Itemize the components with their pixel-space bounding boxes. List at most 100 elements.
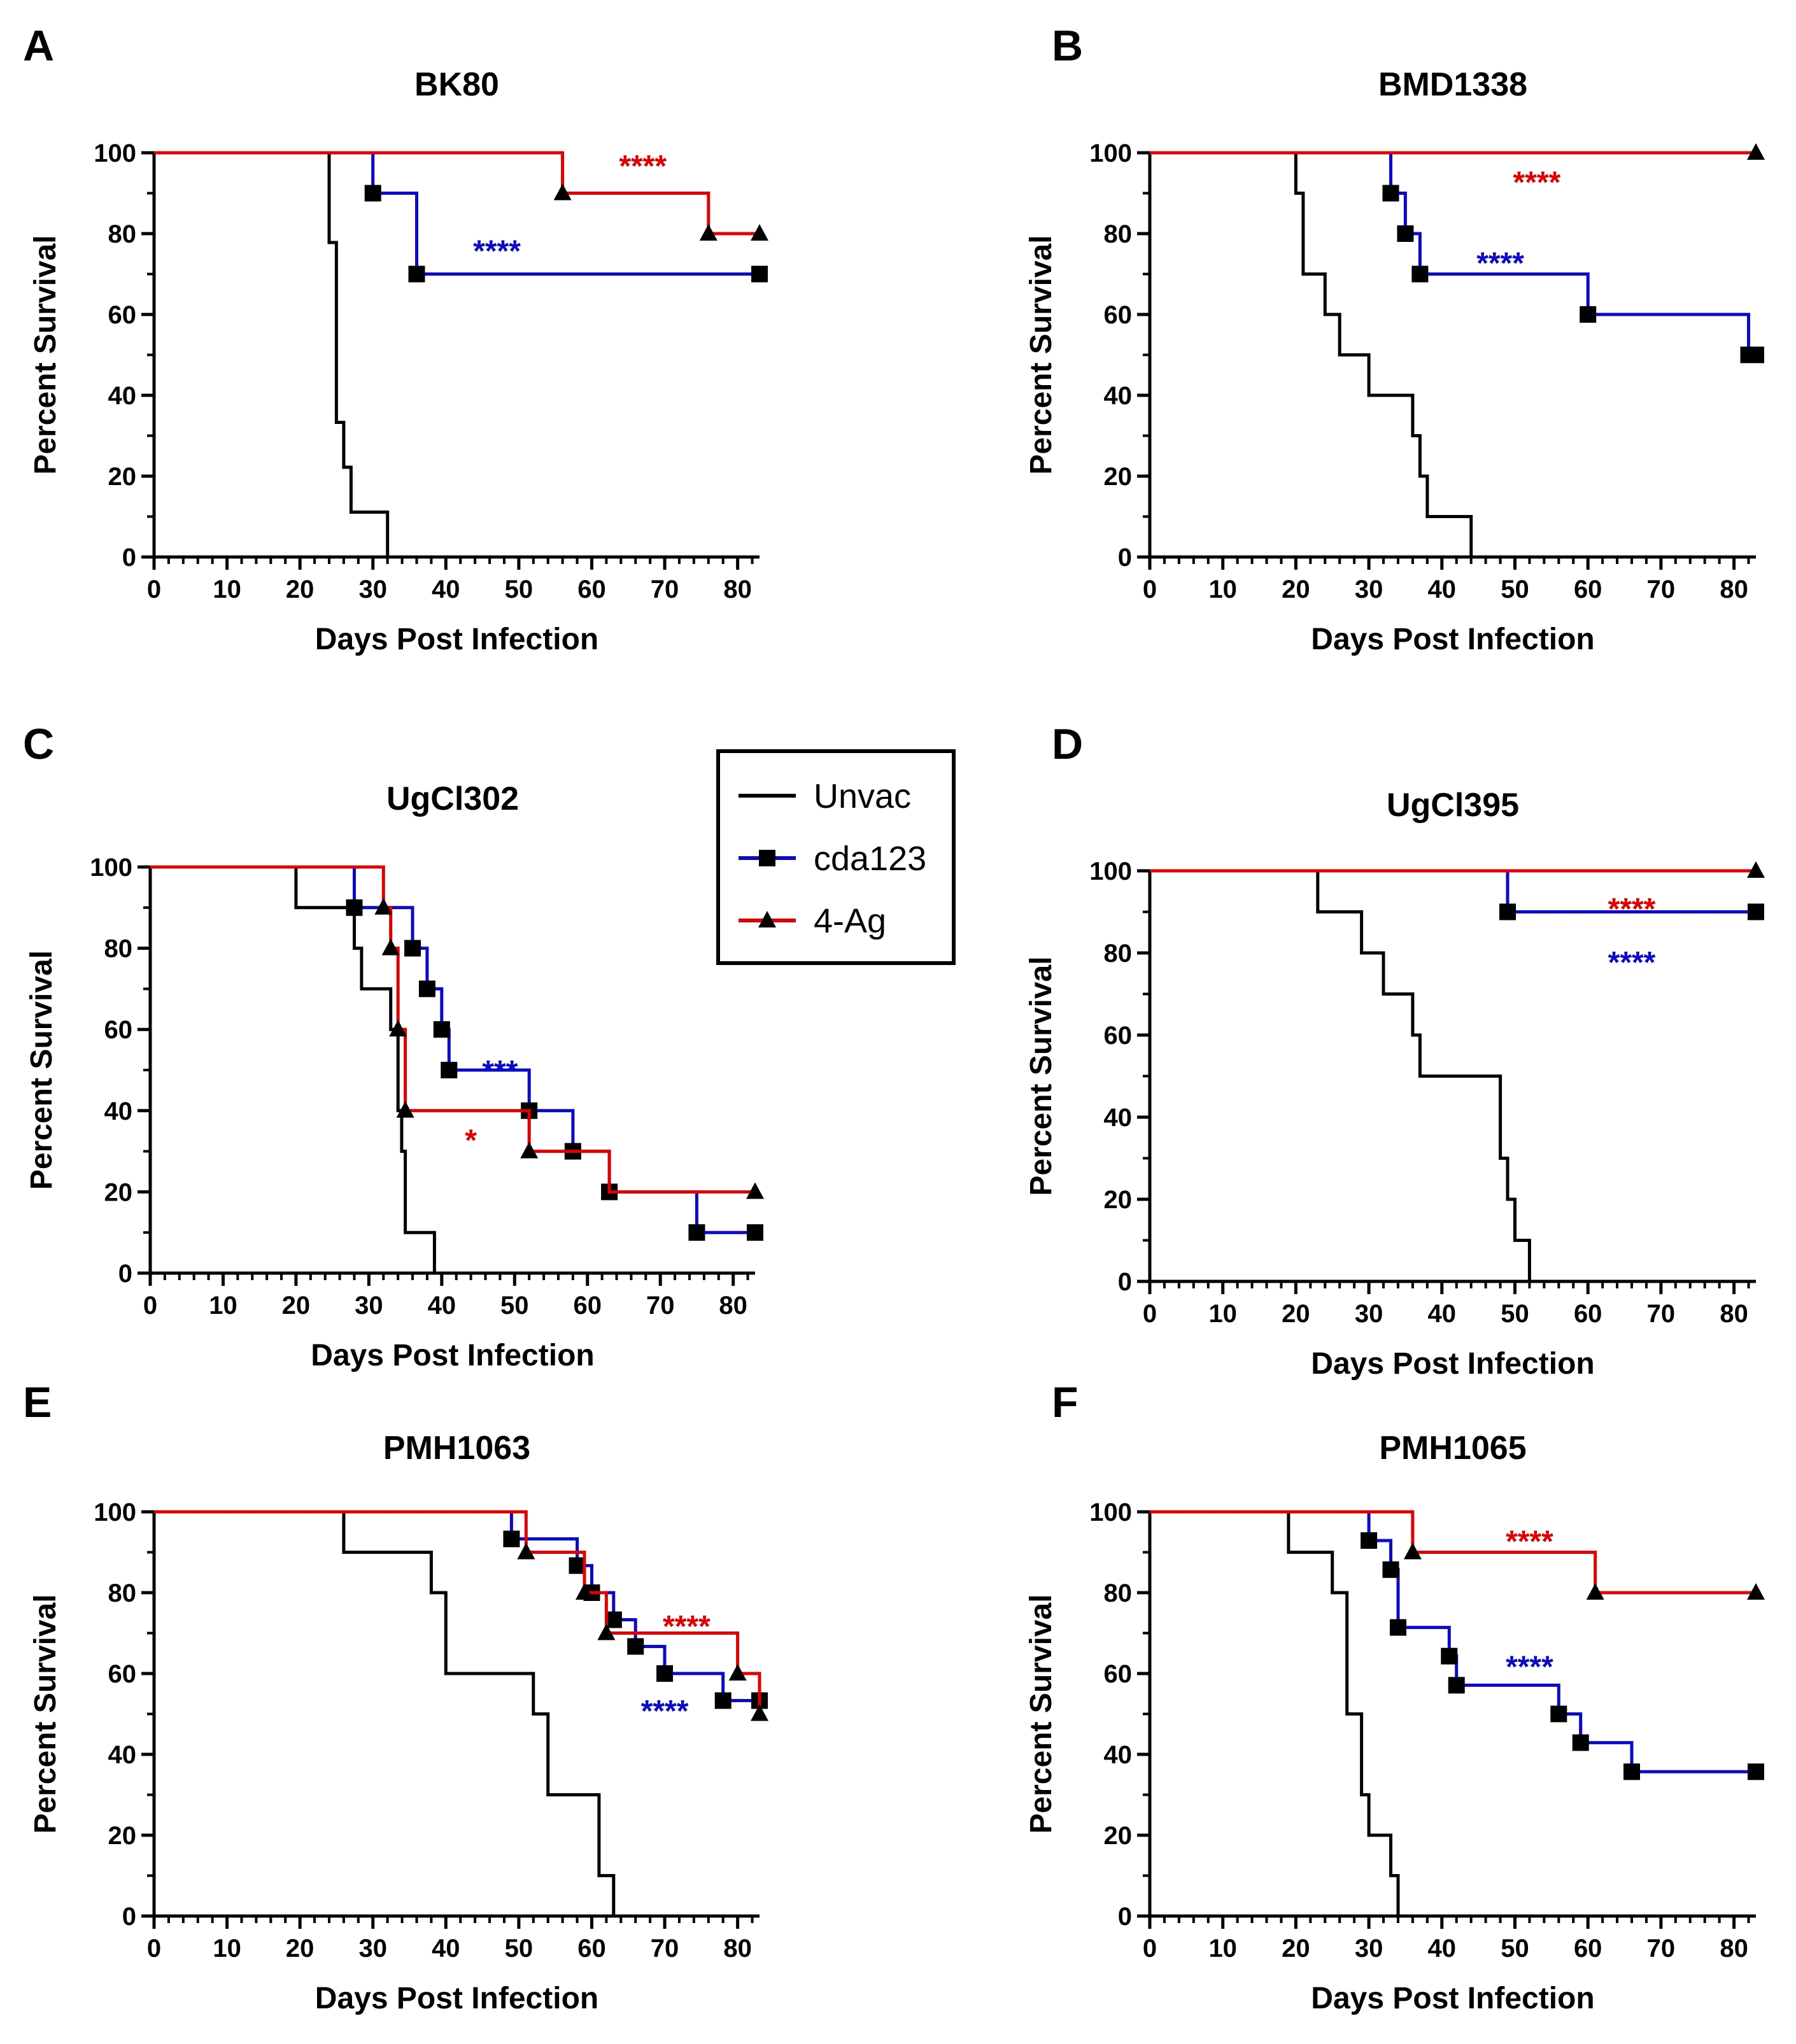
series-unvac: [154, 1510, 616, 1916]
x-tick-label: 40: [432, 1935, 460, 1963]
x-tick-label: 0: [1143, 1300, 1157, 1328]
x-axis-label: Days Post Infection: [311, 1339, 594, 1372]
censor-marker: [699, 224, 718, 241]
x-tick-label: 0: [147, 1935, 161, 1963]
y-axis-label: Percent Survival: [25, 950, 59, 1190]
y-tick-label: 80: [1104, 1579, 1133, 1607]
x-axis-label: Days Post Infection: [1311, 1347, 1594, 1381]
x-tick-label: 30: [355, 1292, 383, 1320]
x-tick-label: 20: [286, 1935, 315, 1963]
y-tick-label: 40: [1104, 1741, 1133, 1769]
survival-curve-4-ag: [1150, 1510, 1756, 1595]
censor-marker: [714, 1692, 732, 1709]
censor-marker: [389, 1020, 407, 1037]
censor-marker: [404, 940, 421, 957]
x-tick-label: 40: [432, 575, 460, 603]
significance-label: ****: [1476, 246, 1524, 280]
panel-title: BMD1338: [1378, 66, 1527, 103]
panel-f: F PMH1065 0 20 40 60 80 100 0 10 20 30 40 50 60 70 80 Day…: [1024, 1378, 1765, 2015]
survival-curve-4-ag: [150, 865, 755, 1194]
significance-label: ****: [1506, 1525, 1553, 1558]
censor-marker: [751, 1704, 768, 1721]
series-unvac: [154, 151, 390, 557]
censor-marker: [688, 1224, 705, 1241]
y-axis-label: Percent Survival: [1024, 956, 1058, 1195]
y-tick-label: 60: [108, 1660, 137, 1688]
x-tick-label: 0: [143, 1292, 157, 1320]
series-unvac: [150, 865, 436, 1273]
x-tick-label: 60: [1574, 1935, 1602, 1963]
significance-label: ****: [1608, 892, 1656, 926]
panel-d: D UgCl395 0 20 40 60 80 100 0 10 20 30 40 50 60 70 80 Day…: [1024, 720, 1765, 1381]
censor-marker: [656, 1665, 674, 1682]
x-tick-label: 0: [147, 575, 161, 603]
x-tick-label: 30: [358, 1935, 387, 1963]
significance-label: ****: [473, 234, 521, 268]
y-tick-label: 20: [108, 463, 137, 491]
x-tick-label: 50: [500, 1292, 529, 1320]
x-tick-label: 80: [1720, 575, 1748, 603]
survival-curve-cda123: [150, 865, 755, 1234]
legend-item-4-ag: 4-Ag: [739, 902, 886, 940]
censor-marker: [1623, 1763, 1641, 1780]
panel-a: A BK80 0 20 40 60 80 100 0 10 20 30 40 50 60 70 80 Days P…: [23, 22, 768, 656]
panel-title: UgCl302: [386, 780, 519, 817]
x-tick-label: 50: [1501, 1300, 1529, 1328]
series-cda123: [150, 865, 763, 1241]
significance-label: ****: [619, 150, 667, 183]
series-4-ag: [154, 151, 768, 241]
x-tick-label: 20: [1282, 575, 1310, 603]
censor-marker: [597, 1623, 616, 1640]
censor-marker: [346, 899, 363, 916]
y-tick-label: 100: [94, 1498, 136, 1526]
y-tick-label: 20: [1104, 1186, 1133, 1214]
legend: Unvac cda123 4-Ag: [716, 749, 956, 965]
survival-curve-cda123: [1150, 869, 1756, 913]
series-4-ag: [1150, 861, 1765, 878]
x-tick-label: 20: [1282, 1300, 1310, 1328]
panel-b: B BMD1338 0 20 40 60 80 100 0 10 20 30 40 50 60 70 80 Day…: [1024, 22, 1765, 656]
y-tick-label: 20: [108, 1822, 137, 1850]
panel-e: E PMH1063 0 20 40 60 80 100 0 10 20 30 40 50 60 70 80 Day…: [23, 1378, 768, 2015]
x-tick-label: 50: [505, 575, 534, 603]
y-tick-label: 60: [1104, 1022, 1133, 1050]
survival-curve-unvac: [1150, 869, 1531, 1281]
survival-curve-unvac: [1150, 1510, 1400, 1916]
y-tick-label: 60: [108, 301, 137, 329]
censor-marker: [1747, 1583, 1765, 1600]
censor-marker: [517, 1542, 535, 1560]
censor-marker: [576, 1583, 594, 1600]
censor-marker: [1441, 1647, 1458, 1665]
censor-marker: [408, 265, 425, 283]
panel-letter: F: [1052, 1378, 1078, 1427]
x-tick-label: 60: [1574, 575, 1602, 603]
x-tick-label: 80: [723, 575, 752, 603]
x-tick-label: 30: [1355, 1935, 1383, 1963]
panel-letter: A: [23, 22, 54, 70]
legend-marker: [759, 850, 775, 866]
x-tick-label: 20: [1282, 1935, 1310, 1963]
series-4-ag: [1150, 143, 1765, 160]
x-tick-label: 40: [1428, 575, 1457, 603]
x-tick-label: 70: [1647, 1300, 1676, 1328]
censor-marker: [1747, 143, 1765, 160]
y-tick-label: 0: [1118, 544, 1132, 572]
y-tick-label: 100: [1089, 139, 1132, 167]
series-4-ag: [150, 865, 764, 1199]
y-tick-label: 40: [1104, 382, 1133, 410]
x-tick-label: 10: [209, 1292, 237, 1320]
y-tick-label: 20: [1104, 463, 1133, 491]
significance-label: ****: [641, 1695, 689, 1728]
x-tick-label: 40: [1428, 1935, 1457, 1963]
panel-letter: E: [23, 1378, 52, 1427]
censor-marker: [605, 1611, 622, 1628]
x-tick-label: 60: [1574, 1300, 1602, 1328]
censor-marker: [1747, 861, 1765, 878]
y-tick-label: 100: [1089, 857, 1132, 885]
legend-marker: [758, 911, 776, 927]
y-tick-label: 0: [1118, 1268, 1132, 1296]
censor-marker: [553, 183, 572, 201]
censor-marker: [1580, 306, 1597, 323]
x-tick-label: 50: [1501, 1935, 1529, 1963]
